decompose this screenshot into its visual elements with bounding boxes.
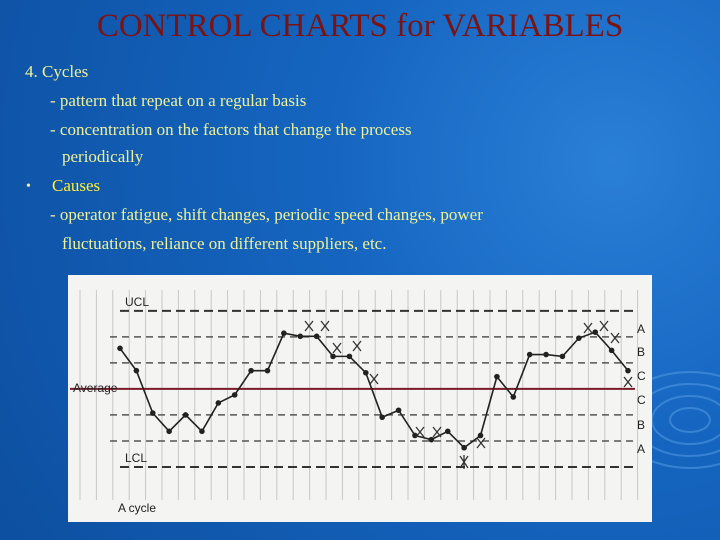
- zone-label: A: [637, 322, 645, 336]
- slide-title: CONTROL CHARTS for VARIABLES: [96, 8, 624, 44]
- star-marker: [459, 455, 469, 469]
- data-point: [297, 333, 304, 340]
- x-marker: [332, 342, 342, 354]
- x-marker: [369, 373, 379, 385]
- text-line: 4. Cycles: [25, 62, 89, 81]
- bullet: •: [26, 179, 31, 194]
- x-marker: [304, 320, 314, 332]
- data-point: [199, 428, 205, 435]
- data-point: [379, 414, 385, 421]
- zone-label: C: [637, 369, 646, 383]
- chart-background: [68, 275, 652, 522]
- x-marker: [610, 332, 620, 344]
- data-point: [625, 367, 631, 374]
- text-line: fluctuations, reliance on different supp…: [62, 234, 387, 253]
- data-point: [166, 428, 172, 435]
- data-point: [133, 367, 140, 374]
- data-point: [592, 329, 599, 335]
- x-marker: [599, 320, 609, 332]
- data-point: [576, 335, 582, 341]
- x-marker: [476, 437, 486, 449]
- data-point: [543, 351, 549, 358]
- data-point: [461, 444, 467, 451]
- data-point: [526, 351, 533, 358]
- x-marker: [583, 322, 593, 334]
- data-point: [248, 367, 254, 374]
- data-point: [231, 392, 238, 398]
- data-point: [477, 432, 484, 439]
- data-point: [264, 367, 271, 374]
- data-point: [149, 410, 156, 416]
- data-point: [346, 353, 353, 360]
- text-line: periodically: [62, 147, 144, 166]
- data-point: [444, 428, 451, 435]
- data-point: [608, 347, 615, 354]
- data-point: [117, 345, 123, 352]
- zone-label: B: [637, 345, 645, 359]
- y-tick-label: Average: [73, 381, 118, 395]
- x-marker: [432, 426, 442, 438]
- text-line: Causes: [52, 176, 101, 195]
- data-point: [494, 373, 500, 380]
- data-point: [559, 353, 566, 360]
- x-marker: [415, 426, 425, 438]
- zone-label: A: [637, 442, 645, 456]
- data-point: [395, 407, 402, 414]
- x-marker: [320, 320, 330, 332]
- data-point: [215, 400, 222, 406]
- zone-label: C: [637, 393, 646, 407]
- data-point: [428, 436, 435, 443]
- zone-label: B: [637, 418, 645, 432]
- text-line: - operator fatigue, shift changes, perio…: [50, 205, 483, 224]
- data-point: [363, 369, 369, 376]
- text-line: - concentration on the factors that chan…: [50, 120, 412, 139]
- data-point: [281, 330, 287, 337]
- data-point: [182, 412, 189, 418]
- data-point: [313, 333, 320, 340]
- y-tick-label: UCL: [125, 295, 149, 309]
- data-point: [330, 353, 336, 360]
- x-marker: [623, 376, 633, 388]
- chart-caption: A cycle: [118, 501, 156, 515]
- text-line: - pattern that repeat on a regular basis: [50, 91, 307, 110]
- y-tick-label: LCL: [125, 451, 147, 465]
- data-point: [510, 394, 517, 400]
- x-marker: [352, 340, 362, 352]
